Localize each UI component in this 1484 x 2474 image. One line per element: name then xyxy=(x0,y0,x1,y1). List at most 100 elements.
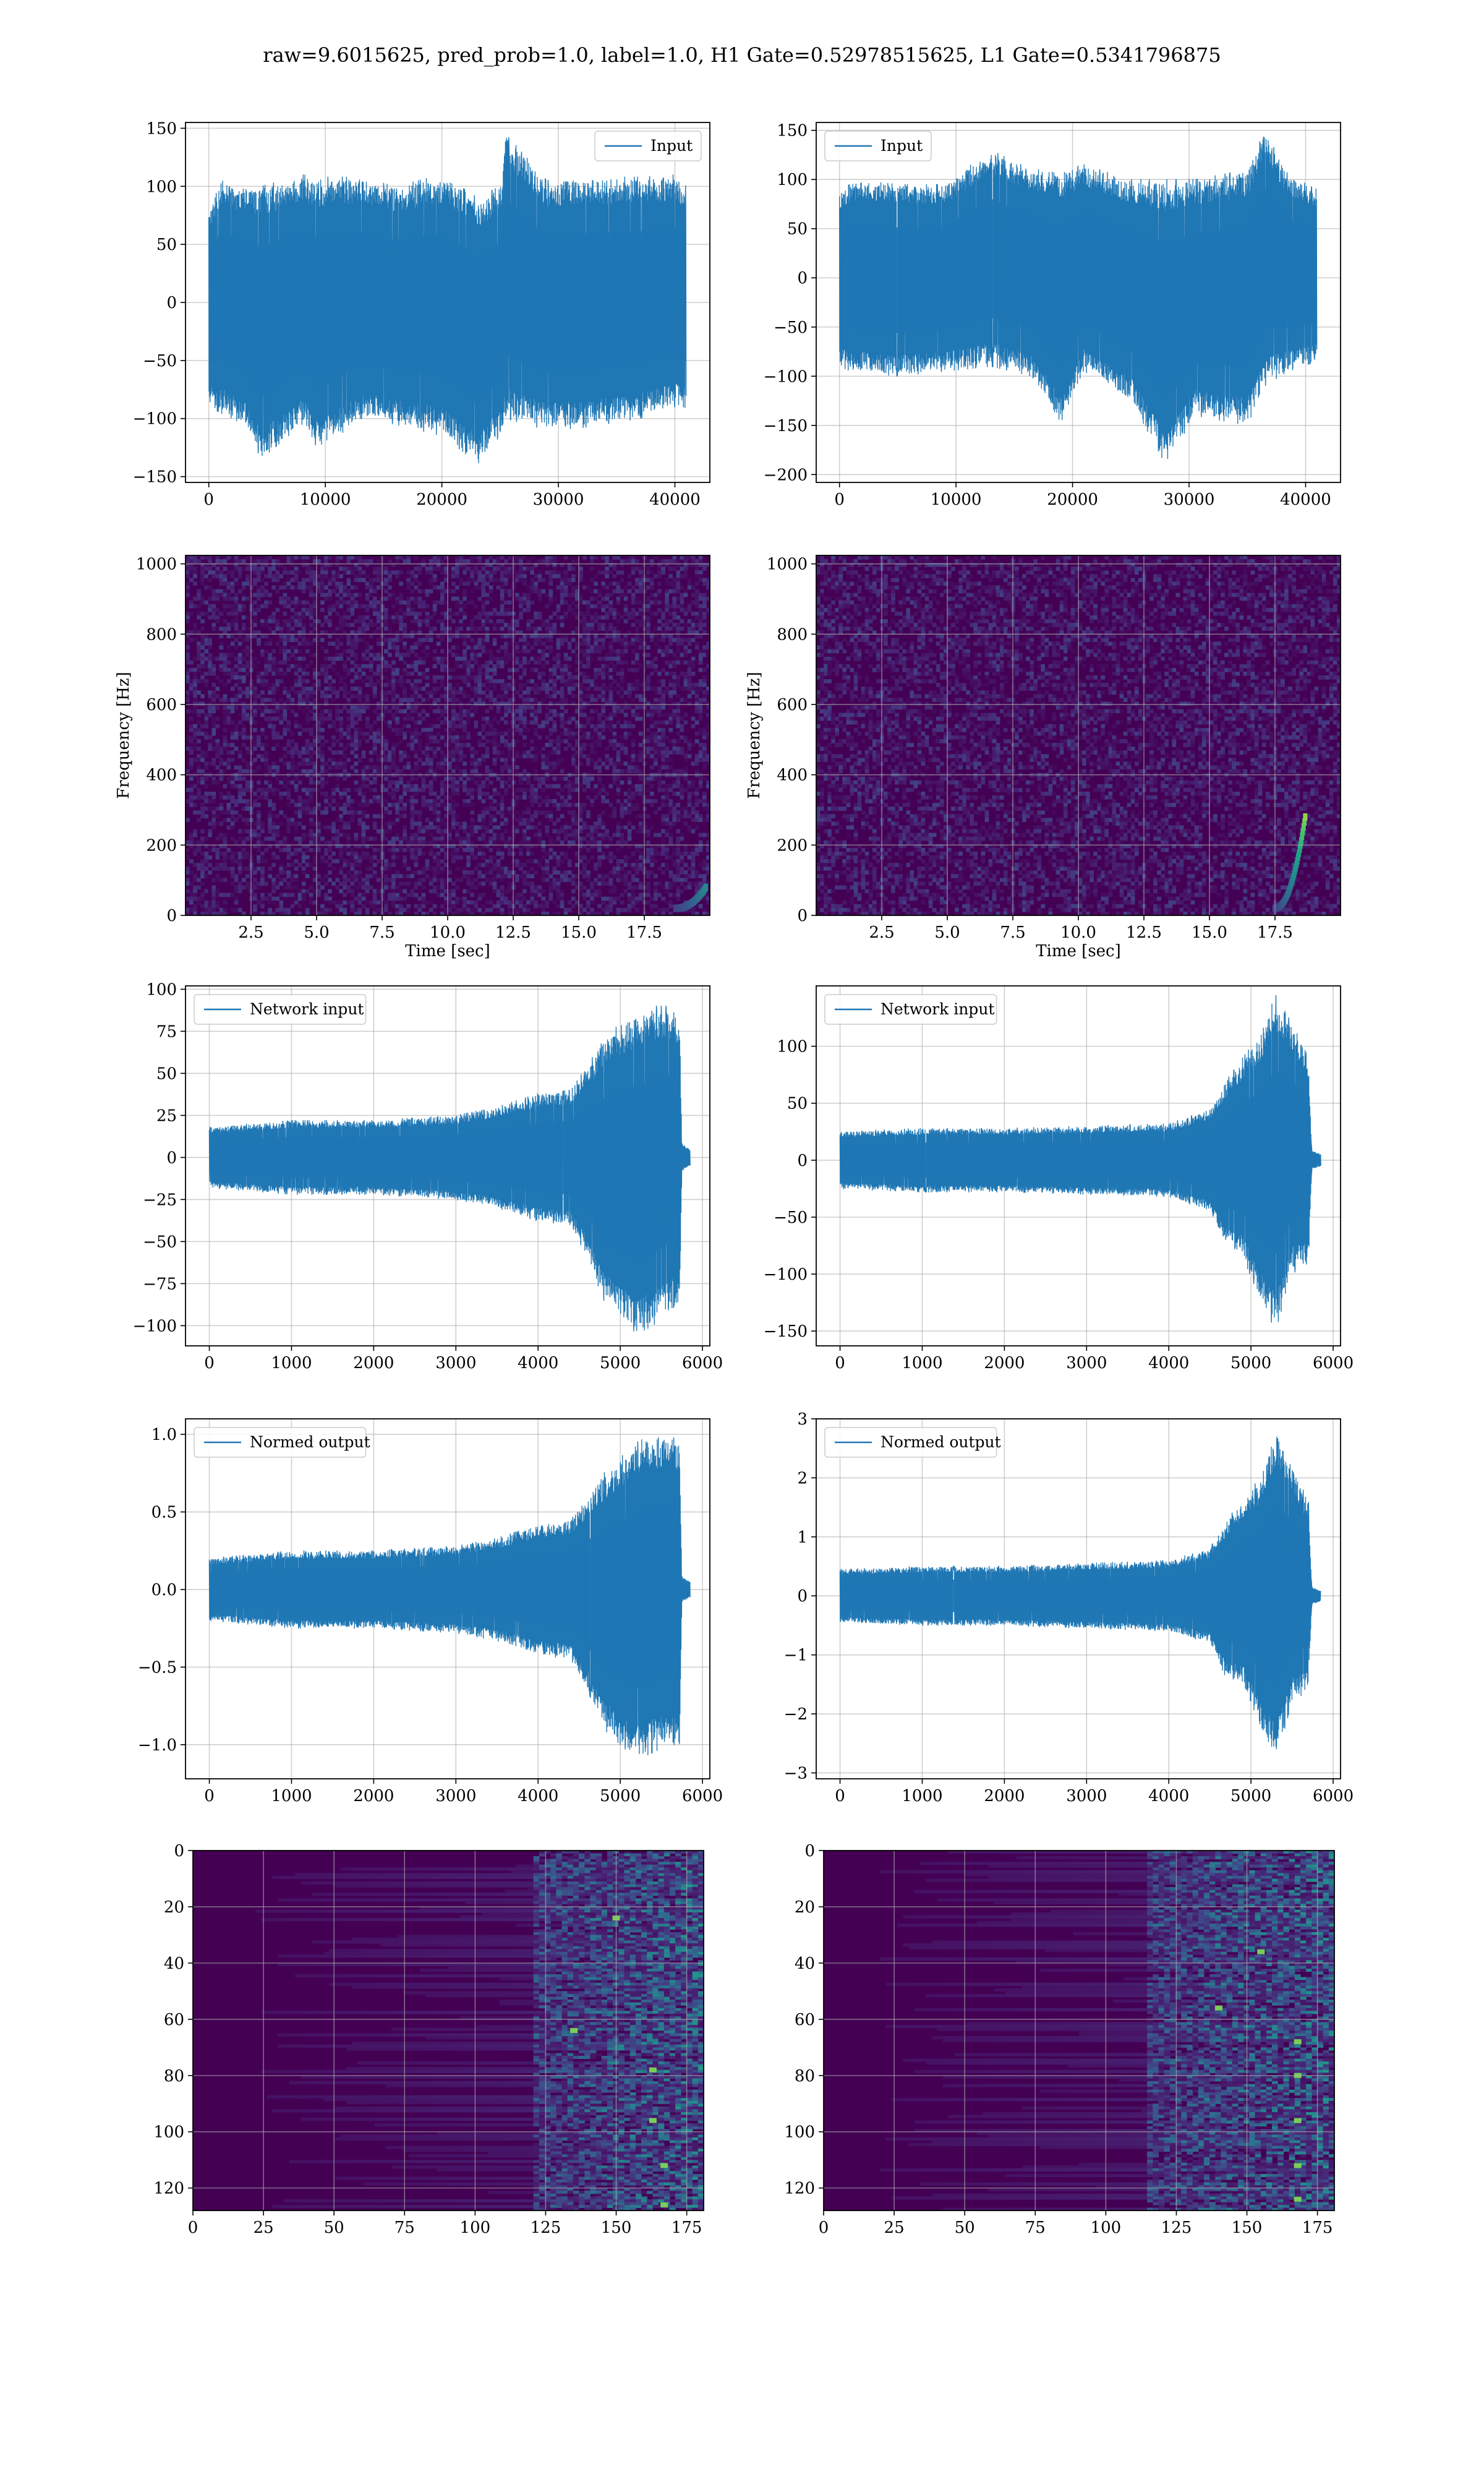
heatmap-cell xyxy=(189,747,194,751)
heatmap-cell xyxy=(328,687,332,691)
heatmap-cell xyxy=(223,630,228,635)
heatmap-cell xyxy=(279,878,284,883)
heatmap-cell xyxy=(421,844,426,849)
heatmap-cell xyxy=(548,600,553,605)
heatmap-cell xyxy=(260,874,265,878)
heatmap-cell xyxy=(436,739,441,743)
heatmap-cell xyxy=(492,840,497,845)
heatmap-cell xyxy=(376,769,381,774)
heatmap-cell xyxy=(384,907,388,912)
heatmap-cell xyxy=(395,574,399,578)
heatmap-cell xyxy=(515,570,519,575)
heatmap-cell xyxy=(283,716,288,721)
heatmap-cell xyxy=(541,578,546,583)
heatmap-cell xyxy=(560,589,565,594)
heatmap-cell xyxy=(204,671,208,676)
heatmap-cell xyxy=(500,589,505,594)
heatmap-cell xyxy=(406,836,411,841)
heatmap-cell xyxy=(470,555,474,560)
heatmap-cell xyxy=(399,581,403,586)
heatmap-cell xyxy=(297,611,302,616)
heatmap-cell xyxy=(237,701,242,706)
heatmap-cell xyxy=(357,690,362,695)
heatmap-cell xyxy=(492,683,497,687)
heatmap-cell xyxy=(241,787,246,792)
heatmap-cell xyxy=(346,795,351,800)
heatmap-cell xyxy=(193,731,197,736)
heatmap-cell xyxy=(530,758,534,763)
heatmap-cell xyxy=(200,776,205,781)
heatmap-cell xyxy=(507,776,512,781)
heatmap-cell xyxy=(414,653,419,657)
heatmap-cell xyxy=(485,638,490,643)
heatmap-cell xyxy=(522,724,527,729)
heatmap-cell xyxy=(268,818,272,823)
heatmap-cell xyxy=(354,769,359,774)
heatmap-cell xyxy=(388,780,392,785)
heatmap-cell xyxy=(189,727,194,732)
heatmap-cell xyxy=(234,607,239,612)
heatmap-cell xyxy=(463,593,467,597)
heatmap-cell xyxy=(294,750,299,755)
heatmap-cell xyxy=(279,791,284,796)
heatmap-cell xyxy=(200,574,205,578)
heatmap-cell xyxy=(492,878,497,883)
heatmap-cell xyxy=(429,821,433,826)
heatmap-cell xyxy=(519,867,523,871)
heatmap-cell xyxy=(186,563,190,567)
heatmap-cell xyxy=(432,747,437,751)
heatmap-cell xyxy=(560,724,565,729)
heatmap-cell xyxy=(357,687,362,691)
heatmap-cell xyxy=(350,892,355,897)
heatmap-cell xyxy=(208,870,212,875)
heatmap-cell xyxy=(253,769,257,774)
heatmap-cell xyxy=(417,758,422,763)
heatmap-cell xyxy=(365,623,370,627)
heatmap-cell xyxy=(500,907,505,912)
heatmap-cell xyxy=(197,795,201,800)
heatmap-cell xyxy=(350,641,355,646)
heatmap-cell xyxy=(320,859,325,863)
heatmap-cell xyxy=(286,694,291,698)
heatmap-cell xyxy=(496,656,501,661)
heatmap-cell xyxy=(260,878,265,883)
heatmap-cell xyxy=(443,851,448,856)
heatmap-cell xyxy=(245,807,250,811)
heatmap-cell xyxy=(283,653,288,657)
heatmap-cell xyxy=(335,705,339,710)
heatmap-cell xyxy=(286,656,291,661)
heatmap-cell xyxy=(230,607,235,612)
heatmap-cell xyxy=(492,716,497,721)
heatmap-cell xyxy=(443,667,448,672)
heatmap-cell xyxy=(421,787,426,792)
heatmap-cell xyxy=(443,807,448,811)
heatmap-cell xyxy=(320,638,325,643)
heatmap-cell xyxy=(365,874,370,878)
heatmap-cell xyxy=(526,623,531,627)
heatmap-cell xyxy=(226,867,231,871)
heatmap-cell xyxy=(488,698,493,703)
heatmap-cell xyxy=(208,900,212,905)
heatmap-cell xyxy=(477,795,482,800)
heatmap-cell xyxy=(425,818,430,823)
heatmap-cell xyxy=(414,892,419,897)
heatmap-cell xyxy=(507,870,512,875)
heatmap-cell xyxy=(399,904,403,909)
heatmap-cell xyxy=(343,705,348,710)
heatmap-cell xyxy=(534,720,538,725)
heatmap-cell xyxy=(226,713,231,717)
heatmap-cell xyxy=(403,623,407,627)
heatmap-cell xyxy=(537,750,542,755)
heatmap-cell xyxy=(271,724,276,729)
heatmap-cell xyxy=(237,687,242,691)
heatmap-cell xyxy=(283,593,288,597)
heatmap-cell xyxy=(193,911,197,916)
heatmap-cell xyxy=(335,885,339,890)
heatmap-cell xyxy=(496,867,501,871)
heatmap-cell xyxy=(414,596,419,601)
heatmap-cell xyxy=(429,690,433,695)
heatmap-cell xyxy=(477,874,482,878)
heatmap-cell xyxy=(537,705,542,710)
heatmap-cell xyxy=(365,701,370,706)
heatmap-cell xyxy=(451,675,456,680)
